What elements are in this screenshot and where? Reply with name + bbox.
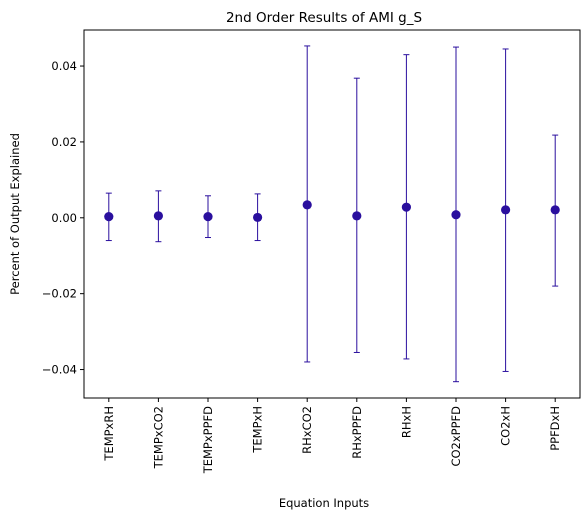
x-tick-label: TEMPxRH bbox=[102, 406, 116, 462]
y-tick-label: −0.02 bbox=[42, 287, 77, 301]
x-tick-label: TEMPxCO2 bbox=[151, 406, 165, 469]
y-axis-label: Percent of Output Explained bbox=[8, 133, 22, 295]
plot-frame bbox=[83, 29, 581, 399]
data-point bbox=[352, 211, 362, 221]
data-point bbox=[302, 200, 312, 210]
data-point bbox=[401, 202, 411, 212]
y-tick-label: 0.00 bbox=[51, 211, 77, 225]
x-tick-label: TEMPxH bbox=[251, 406, 265, 454]
data-point bbox=[253, 212, 263, 223]
data-point bbox=[550, 205, 560, 215]
data-point bbox=[203, 212, 213, 222]
data-point bbox=[104, 212, 114, 222]
x-axis-label: Equation Inputs bbox=[279, 496, 369, 510]
data-point bbox=[153, 211, 163, 221]
x-tick-label: CO2xPPFD bbox=[449, 406, 463, 467]
data-point bbox=[501, 205, 511, 215]
x-tick-label: RHxCO2 bbox=[300, 406, 314, 454]
x-tick-label: CO2xH bbox=[499, 406, 513, 446]
chart-title: 2nd Order Results of AMI g_S bbox=[226, 10, 422, 26]
x-tick-label: RHxPPFD bbox=[350, 406, 364, 459]
data-point bbox=[451, 210, 461, 220]
x-tick-label: PPFDxH bbox=[548, 406, 562, 451]
y-tick-label: 0.02 bbox=[51, 135, 77, 149]
x-tick-label: RHxH bbox=[399, 406, 413, 438]
y-tick-label: −0.04 bbox=[42, 363, 77, 377]
plot-area: −0.04 −0.02 0.00 0.02 0.04 TEMPxRH TEMPxCO2 TEM… bbox=[42, 45, 562, 474]
x-tick-label: TEMPxPPFD bbox=[201, 406, 215, 474]
y-tick-label: 0.04 bbox=[51, 59, 77, 73]
